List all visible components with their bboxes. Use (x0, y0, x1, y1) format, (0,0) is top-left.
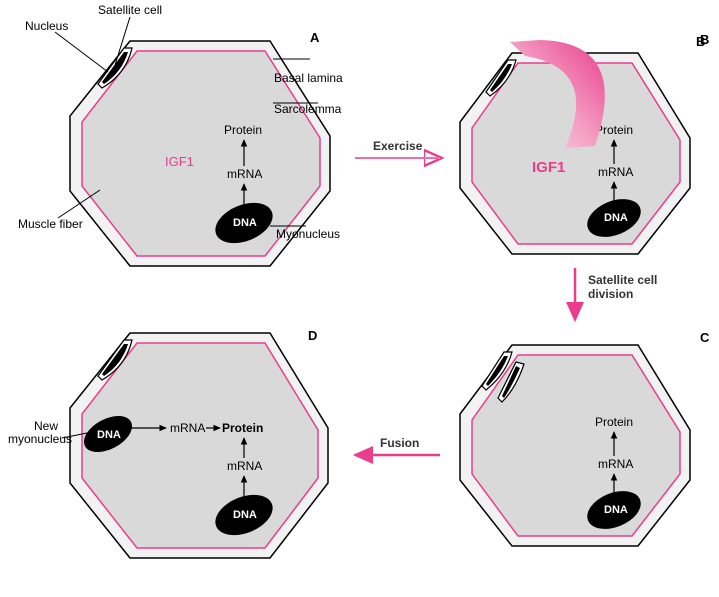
transition-division: Satellite cell division (575, 268, 657, 320)
svg-text:mRNA: mRNA (227, 459, 262, 473)
svg-text:Protein: Protein (222, 421, 263, 435)
svg-text:myonucleus: myonucleus (8, 432, 72, 446)
igf-b: IGF1 (532, 159, 565, 176)
panel-b: DNA mRNA Protein IGF1 B B (460, 34, 705, 254)
nucleus-label: Nucleus (25, 19, 68, 33)
division-label1: Satellite cell (588, 273, 657, 287)
panel-letter-c: C (700, 330, 710, 345)
panel-letter-b: B (700, 32, 709, 47)
exercise-label: Exercise (373, 139, 423, 153)
panel-letter-d: D (308, 328, 317, 343)
svg-text:mRNA: mRNA (170, 421, 205, 435)
basal-label: Basal lamina (274, 71, 343, 85)
svg-text:mRNA: mRNA (598, 165, 633, 179)
svg-text:DNA: DNA (97, 429, 121, 441)
svg-text:mRNA: mRNA (598, 457, 633, 471)
svg-text:DNA: DNA (604, 504, 628, 516)
musclefiber-label: Muscle fiber (18, 217, 83, 231)
satellite-label: Satellite cell (98, 3, 162, 17)
division-label2: division (588, 287, 633, 301)
transition-exercise: Exercise (355, 139, 440, 158)
svg-text:Protein: Protein (595, 415, 633, 429)
diagram-canvas: DNA mRNA Protein IGF1 A Satellite cell N… (0, 0, 719, 597)
mrna-a: mRNA (227, 167, 262, 181)
dna-text-a: DNA (233, 217, 257, 229)
igf-a: IGF1 (165, 154, 194, 169)
panel-letter-a: A (310, 30, 320, 45)
panel-c: DNA mRNA Protein (460, 345, 690, 546)
svg-text:New: New (34, 419, 58, 433)
sarcolemma-label: Sarcolemma (274, 102, 342, 116)
protein-a: Protein (224, 123, 262, 137)
myonucleus-label: Myonucleus (276, 227, 340, 241)
transition-fusion: Fusion (355, 436, 440, 455)
panel-d: DNA mRNA Protein DNA mRNA (70, 333, 328, 558)
fusion-label: Fusion (380, 436, 419, 450)
svg-text:DNA: DNA (604, 212, 628, 224)
svg-text:DNA: DNA (233, 509, 257, 521)
